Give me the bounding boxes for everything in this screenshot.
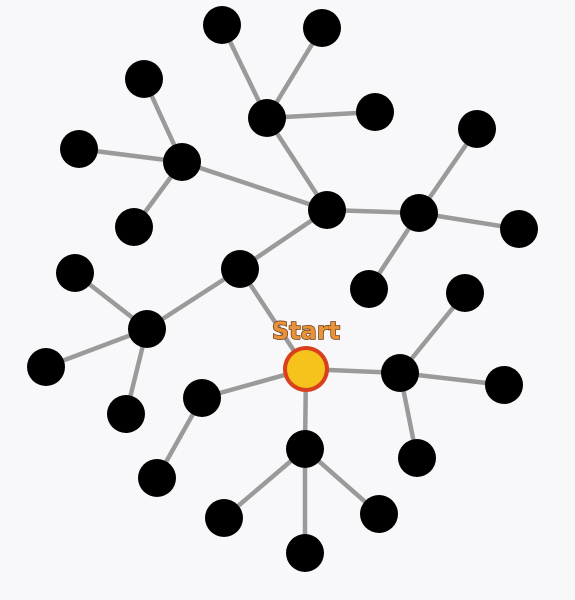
graph-node-23[interactable] [398,439,436,477]
graph-node-17[interactable] [128,310,166,348]
graph-node-1[interactable] [203,6,241,44]
graph-node-6[interactable] [458,110,496,148]
graph-node-27[interactable] [360,495,398,533]
graph-node-2[interactable] [303,9,341,47]
graph-node-19[interactable] [381,354,419,392]
graph-node-13[interactable] [56,254,94,292]
start-node-core [287,350,325,388]
graph-node-10[interactable] [400,194,438,232]
graph-node-25[interactable] [138,459,176,497]
graph-node-26[interactable] [205,499,243,537]
graph-node-20[interactable] [485,366,523,404]
graph-node-21[interactable] [183,379,221,417]
graph-node-9[interactable] [308,191,346,229]
node-layer [27,6,538,572]
graph-node-16[interactable] [446,274,484,312]
graph-node-4[interactable] [248,99,286,137]
graph-node-22[interactable] [107,395,145,433]
graph-node-11[interactable] [500,210,538,248]
graph-node-18[interactable] [27,348,65,386]
graph-node-24[interactable] [286,430,324,468]
start-label: Start [272,317,340,345]
edge-n8-n9 [179,159,330,213]
graph-node-12[interactable] [115,208,153,246]
graph-node-15[interactable] [350,270,388,308]
graph-node-14[interactable] [221,250,259,288]
graph-node-8[interactable] [163,143,201,181]
start-node[interactable] [283,346,329,392]
graph-node-3[interactable] [125,60,163,98]
graph-node-5[interactable] [356,93,394,131]
graph-node-7[interactable] [60,130,98,168]
graph-node-28[interactable] [286,534,324,572]
